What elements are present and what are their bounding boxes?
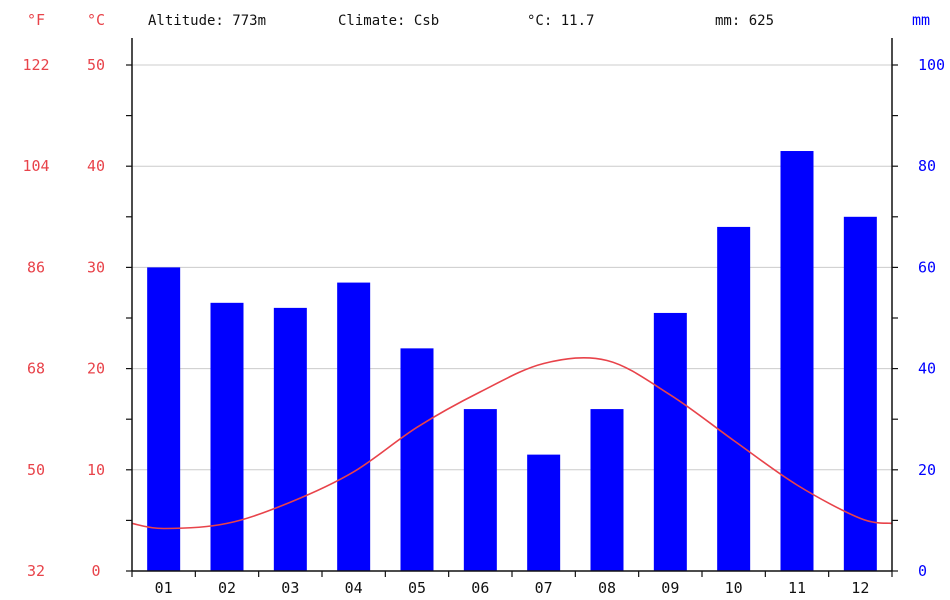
precipitation-bars	[147, 151, 877, 572]
precip-bar-02	[210, 302, 244, 571]
fahrenheit-tick-label: 122	[22, 56, 49, 74]
month-label-05: 05	[408, 579, 426, 597]
month-label-06: 06	[471, 579, 489, 597]
precip-tick-label: 20	[918, 461, 936, 479]
month-label-04: 04	[345, 579, 363, 597]
precip-bar-01	[147, 267, 181, 571]
precip-bar-03	[273, 307, 307, 571]
gridlines	[132, 64, 892, 572]
month-label-03: 03	[281, 579, 299, 597]
precip-bar-07	[527, 454, 561, 571]
precip-tick-label: 60	[918, 258, 936, 276]
fahrenheit-tick-label: 86	[27, 258, 45, 276]
celsius-axis-title: °C	[87, 11, 105, 29]
month-label-02: 02	[218, 579, 236, 597]
altitude-label: Altitude: 773m	[148, 13, 266, 29]
month-label-08: 08	[598, 579, 616, 597]
fahrenheit-tick-label: 104	[22, 157, 49, 175]
precip-bar-09	[653, 312, 687, 571]
month-label-10: 10	[725, 579, 743, 597]
axes	[126, 38, 898, 577]
celsius-tick-label: 30	[87, 258, 105, 276]
fahrenheit-tick-label: 32	[27, 562, 45, 580]
precip-bar-05	[400, 348, 434, 571]
celsius-tick-label: 0	[91, 562, 100, 580]
fahrenheit-axis-title: °F	[27, 11, 45, 29]
month-label-07: 07	[535, 579, 553, 597]
celsius-tick-label: 20	[87, 360, 105, 378]
precip-bar-11	[780, 151, 814, 571]
precip-tick-label: 0	[918, 562, 927, 580]
precip-bar-04	[337, 282, 371, 571]
fahrenheit-tick-label: 68	[27, 360, 45, 378]
celsius-tick-label: 50	[87, 56, 105, 74]
precip-total-label: mm: 625	[715, 13, 774, 29]
temperature-line	[131, 357, 893, 530]
celsius-tick-label: 40	[87, 157, 105, 175]
month-label-01: 01	[155, 579, 173, 597]
month-label-12: 12	[851, 579, 869, 597]
fahrenheit-tick-label: 50	[27, 461, 45, 479]
precip-bar-10	[717, 226, 751, 572]
precip-bar-06	[463, 409, 497, 571]
celsius-tick-label: 10	[87, 461, 105, 479]
precip-bar-08	[590, 409, 624, 571]
precip-tick-label: 40	[918, 360, 936, 378]
precip-axis-title: mm	[912, 11, 930, 29]
climate-label: Climate: Csb	[338, 13, 439, 29]
tick-labels: 122 50 100 104 40 80 86 30 60 68 20 40 50 10 20 32 0 0 01 0…	[22, 56, 945, 597]
precip-tick-label: 80	[918, 157, 936, 175]
month-label-09: 09	[661, 579, 679, 597]
precip-tick-label: 100	[918, 56, 945, 74]
month-label-11: 11	[788, 579, 806, 597]
mean-temp-label: °C: 11.7	[527, 13, 594, 29]
precip-bar-12	[843, 216, 877, 572]
